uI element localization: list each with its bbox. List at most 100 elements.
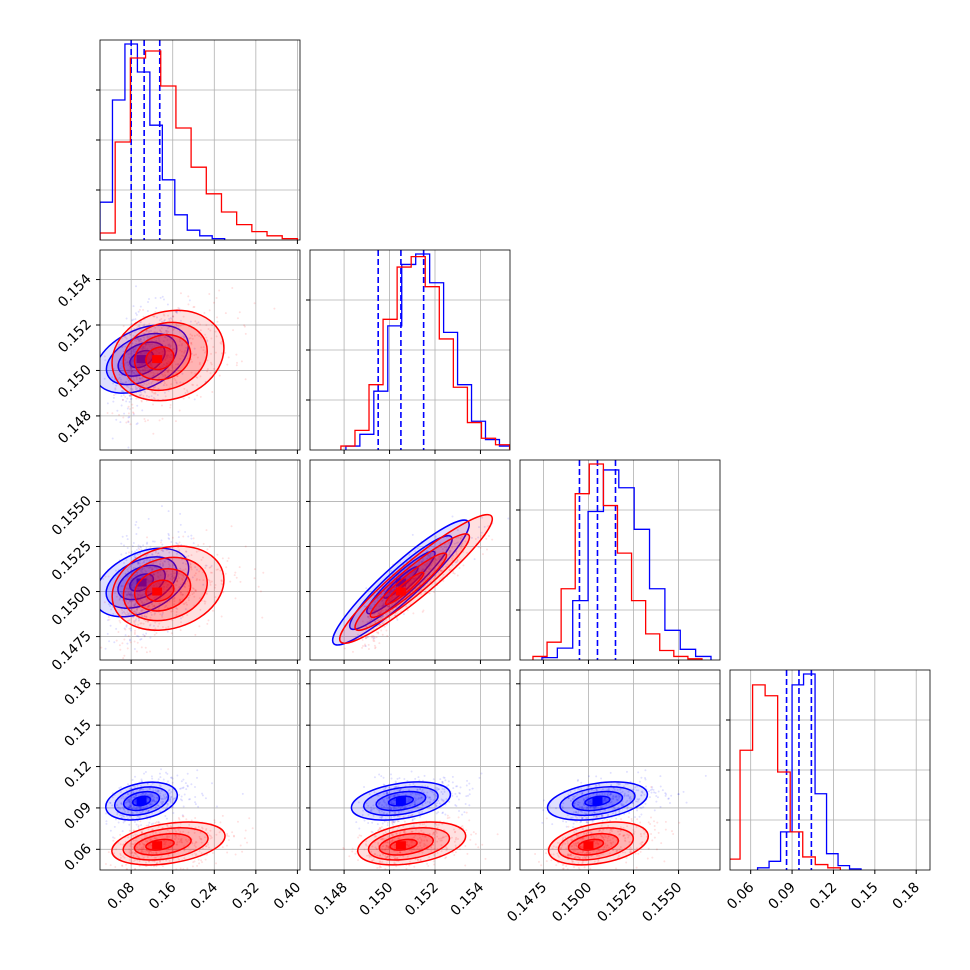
scatter-point bbox=[140, 806, 143, 809]
scatter-point bbox=[388, 605, 391, 608]
scatter-point bbox=[149, 545, 152, 548]
scatter-point bbox=[151, 572, 154, 575]
scatter-point bbox=[139, 352, 142, 355]
scatter-point bbox=[134, 833, 137, 836]
scatter-point bbox=[149, 364, 152, 367]
scatter-point bbox=[120, 816, 123, 819]
scatter-point bbox=[373, 852, 376, 855]
scatter-point bbox=[464, 802, 467, 805]
scatter-point bbox=[179, 523, 182, 526]
scatter-point bbox=[129, 333, 132, 336]
scatter-point bbox=[411, 819, 414, 822]
scatter-point bbox=[176, 580, 179, 583]
scatter-point bbox=[158, 784, 161, 787]
scatter-point bbox=[197, 549, 200, 552]
scatter-point bbox=[244, 545, 247, 548]
scatter-point bbox=[446, 847, 449, 850]
scatter-point bbox=[137, 825, 140, 828]
scatter-point bbox=[139, 545, 142, 548]
scatter-point bbox=[419, 787, 422, 790]
scatter-point bbox=[132, 595, 135, 598]
scatter-point bbox=[150, 566, 153, 569]
scatter-point bbox=[150, 568, 153, 571]
scatter-point bbox=[141, 842, 144, 845]
scatter-point bbox=[373, 621, 376, 624]
scatter-point bbox=[456, 837, 459, 840]
scatter-point bbox=[220, 342, 223, 345]
scatter-point bbox=[422, 560, 425, 563]
scatter-point bbox=[137, 824, 140, 827]
scatter-point bbox=[191, 865, 194, 868]
scatter-point bbox=[231, 831, 234, 834]
scatter-point bbox=[147, 810, 150, 813]
scatter-point bbox=[166, 370, 169, 373]
scatter-point bbox=[206, 359, 209, 362]
scatter-point bbox=[153, 333, 156, 336]
scatter-point bbox=[174, 838, 177, 841]
scatter-point bbox=[142, 345, 145, 348]
scatter-point bbox=[392, 802, 395, 805]
scatter-point bbox=[186, 580, 189, 583]
scatter-point bbox=[129, 800, 132, 803]
scatter-point bbox=[132, 348, 135, 351]
scatter-point bbox=[205, 564, 208, 567]
scatter-point bbox=[197, 321, 200, 324]
y-tick-label: 0.152 bbox=[55, 317, 95, 357]
scatter-point bbox=[444, 857, 447, 860]
scatter-point bbox=[428, 796, 431, 799]
scatter-point bbox=[120, 404, 123, 407]
scatter-point bbox=[227, 839, 230, 842]
scatter-point bbox=[360, 834, 363, 837]
scatter-point bbox=[185, 550, 188, 553]
scatter-point bbox=[132, 348, 135, 351]
scatter-point bbox=[188, 584, 191, 587]
scatter-point bbox=[166, 804, 169, 807]
panel-frame bbox=[99, 459, 301, 661]
scatter-point bbox=[121, 381, 124, 384]
scatter-point bbox=[368, 856, 371, 859]
scatter-point bbox=[150, 844, 153, 847]
scatter-point bbox=[462, 564, 465, 567]
scatter-point bbox=[147, 844, 150, 847]
scatter-point bbox=[436, 826, 439, 829]
scatter-point bbox=[193, 334, 196, 337]
scatter-point bbox=[152, 597, 155, 600]
scatter-point bbox=[380, 592, 383, 595]
scatter-point bbox=[112, 612, 115, 615]
scatter-point bbox=[162, 778, 165, 781]
scatter-point bbox=[412, 578, 415, 581]
scatter-point bbox=[406, 855, 409, 858]
scatter-point bbox=[136, 599, 139, 602]
scatter-point bbox=[103, 355, 106, 358]
scatter-point bbox=[131, 360, 134, 363]
hist-0 bbox=[100, 43, 226, 240]
scatter-point bbox=[394, 799, 397, 802]
scatter-point bbox=[174, 830, 177, 833]
scatter-point bbox=[128, 806, 131, 809]
scatter-point bbox=[455, 553, 458, 556]
scatter-point bbox=[150, 395, 153, 398]
scatter-point bbox=[133, 620, 136, 623]
scatter-point bbox=[152, 573, 155, 576]
scatter-point bbox=[161, 549, 164, 552]
scatter-point bbox=[342, 847, 345, 850]
scatter-point bbox=[149, 566, 152, 569]
scatter-point bbox=[262, 571, 265, 574]
scatter-point bbox=[205, 529, 208, 532]
scatter-point bbox=[165, 329, 168, 332]
scatter-point bbox=[141, 348, 144, 351]
scatter-point bbox=[416, 788, 419, 791]
scatter-point bbox=[434, 557, 437, 560]
scatter-point bbox=[135, 611, 138, 614]
scatter-point bbox=[142, 792, 145, 795]
scatter-point bbox=[123, 612, 126, 615]
scatter-point bbox=[147, 567, 150, 570]
scatter-point bbox=[382, 615, 385, 618]
scatter-point bbox=[161, 295, 164, 298]
scatter-point bbox=[120, 553, 123, 556]
scatter-point bbox=[143, 567, 146, 570]
scatter-point bbox=[150, 613, 153, 616]
scatter-point bbox=[149, 802, 152, 805]
scatter-point bbox=[214, 583, 217, 586]
scatter-point bbox=[377, 619, 380, 622]
